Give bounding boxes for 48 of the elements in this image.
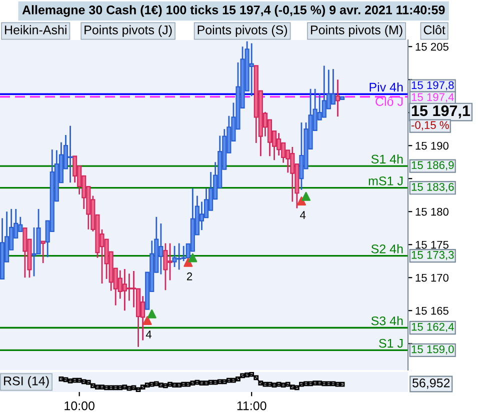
text: 15 159,0 [412,345,454,354]
y-tick-label: 15 190 [416,142,448,150]
y-tick-label: 15 165 [416,306,448,315]
text: Heikin-Ashi [5,25,66,34]
text: 15 197,1 [412,105,470,118]
point [302,192,310,201]
point [184,258,193,267]
text: Points pivots (M) [311,25,402,37]
x-tick-label: 11:00 [237,401,266,410]
ref-line-label: S3 4h [371,316,403,326]
text: 15 173,3 [412,250,454,260]
text: 15 162,4 [412,322,454,332]
ref-line-label: Clô J [376,96,403,106]
text: Points pivots (J) [84,25,172,37]
candlestick [22,227,28,278]
y-tick-label: 15 175 [416,240,448,249]
text: 15 183,6 [412,182,454,192]
candlestick [72,155,78,184]
candlestick [68,125,73,184]
candlestick [40,240,46,264]
text: -0,15 % [411,121,449,130]
point [142,316,152,325]
ref-line-label: S1 4h [371,154,403,164]
annotation: RSI (14) [4,376,49,388]
text: 15 186,9 [412,161,454,170]
ref-line-label: S1 J [379,338,403,348]
text: 15 197,8 [412,81,454,90]
y-tick-label: 15 180 [416,208,448,216]
y-tick-label: 15 205 [416,42,448,51]
point [188,253,198,262]
ref-line-label: Piv 4h [370,82,403,92]
y-tick-label: 15 170 [416,274,448,282]
candlestick [330,68,336,105]
text: Clôt [424,25,446,34]
annotation: 4 [146,330,152,338]
annotation: 4 [300,211,306,219]
text: Points pivots (S) [198,25,288,37]
x-tick-label: 10:00 [64,401,94,410]
ref-line-label: mS1 J [368,176,403,186]
point [296,196,306,206]
chart-title: Allemagne 30 Cash (1€) 100 ticks 15 197,4 (-0,15 %) 9 avr. 2021 11:40:59 [22,5,445,17]
candlestick [335,78,340,118]
candlestick [249,42,254,97]
text: 56,952 [412,378,450,389]
point [147,309,156,318]
ref-line-label: S2 4h [371,244,403,254]
text: 15 197,4 [412,93,454,102]
annotation: 2 [186,272,192,280]
